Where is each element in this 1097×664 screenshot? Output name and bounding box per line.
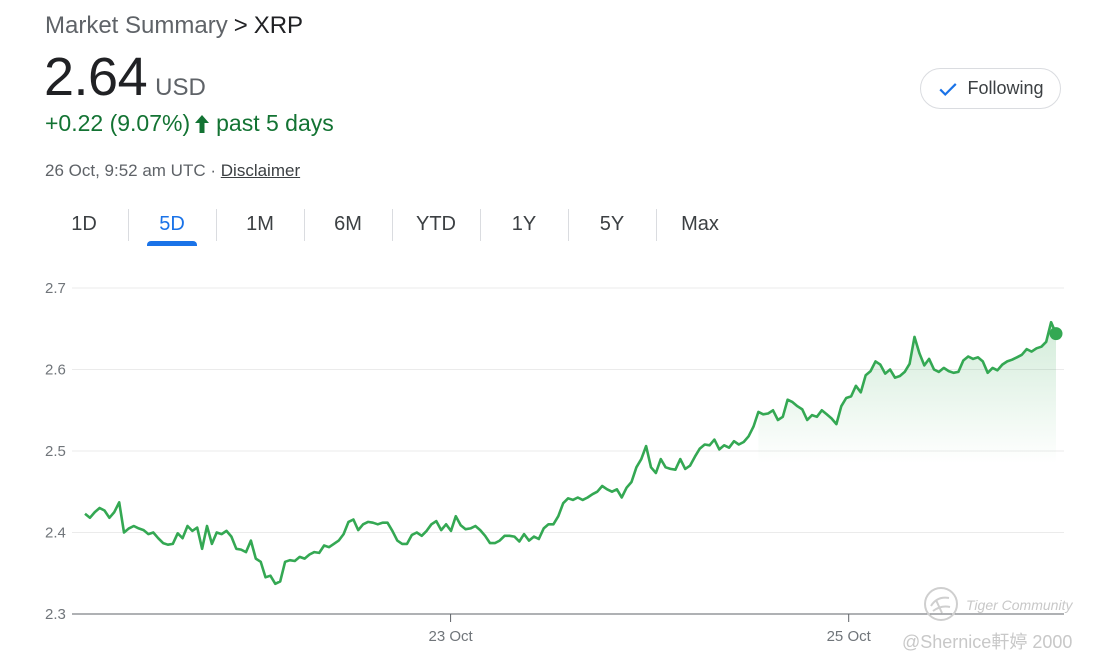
tab-1y[interactable]: 1Y xyxy=(480,207,568,241)
tiger-community-logo xyxy=(924,587,958,621)
y-tick-label: 2.5 xyxy=(45,443,66,460)
watermark-user: @Shernice軒婷 2000 xyxy=(902,632,1073,652)
breadcrumb: Market Summary > XRP xyxy=(45,12,303,40)
timestamp: 26 Oct, 9:52 am UTC xyxy=(45,161,206,180)
price-block: 2.64 USD xyxy=(44,46,206,108)
disclaimer-link[interactable]: Disclaimer xyxy=(220,161,301,180)
tab-1d[interactable]: 1D xyxy=(71,212,97,235)
change-period: past 5 days xyxy=(216,110,334,136)
arrow-up-icon xyxy=(195,114,210,133)
y-tick-label: 2.7 xyxy=(45,280,66,297)
dot-separator: · xyxy=(210,161,217,180)
breadcrumb-symbol: XRP xyxy=(253,12,304,39)
current-price: 2.64 xyxy=(44,47,148,107)
tab-ytd[interactable]: YTD xyxy=(392,207,480,241)
watermark: Tiger Community xyxy=(922,584,1087,624)
watermark-brand: Tiger Community xyxy=(966,597,1073,613)
tab-5d[interactable]: 5D xyxy=(128,207,216,246)
price-change: +0.22 (9.07%) past 5 days xyxy=(45,110,334,137)
checkmark-icon xyxy=(939,82,958,96)
following-button[interactable]: Following xyxy=(920,68,1061,109)
currency-label: USD xyxy=(155,74,206,101)
x-tick-label: 23 Oct xyxy=(428,628,473,645)
following-label: Following xyxy=(967,78,1044,98)
price-area-fill xyxy=(758,322,1056,464)
tab-1m[interactable]: 1M xyxy=(216,207,304,241)
y-tick-label: 2.3 xyxy=(45,606,66,623)
tab-5y[interactable]: 5Y xyxy=(568,207,656,241)
y-tick-label: 2.4 xyxy=(45,525,66,542)
tab-6m[interactable]: 6M xyxy=(304,207,392,241)
current-price-marker xyxy=(1049,327,1063,341)
change-value: +0.22 (9.07%) xyxy=(45,110,191,136)
breadcrumb-separator: > xyxy=(233,12,248,39)
price-line xyxy=(84,320,1058,586)
breadcrumb-market-summary[interactable]: Market Summary xyxy=(45,12,228,39)
tab-max[interactable]: Max xyxy=(656,207,744,241)
y-tick-label: 2.6 xyxy=(45,362,66,379)
price-chart[interactable]: 2.7 2.6 2.5 2.4 2.3 23 Oct 25 Oct xyxy=(0,260,1097,660)
timestamp-row: 26 Oct, 9:52 am UTC · Disclaimer xyxy=(45,161,300,181)
x-tick-label: 25 Oct xyxy=(827,628,872,645)
range-tabs: 1D 5D 1M 6M YTD 1Y 5Y Max xyxy=(40,207,744,247)
